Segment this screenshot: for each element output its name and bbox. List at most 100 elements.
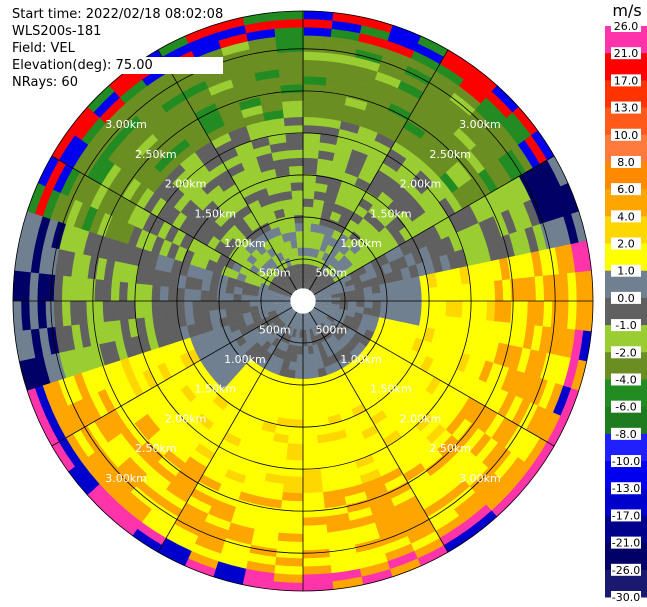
velocity-gate [104,215,121,240]
velocity-gate [302,508,326,518]
velocity-gate [237,491,262,506]
velocity-gate [545,189,564,220]
velocity-gate [165,98,192,120]
velocity-gate [342,104,366,119]
velocity-gate [303,43,331,54]
velocity-gate [172,169,192,189]
velocity-gate [267,354,278,365]
velocity-gate [451,392,470,415]
velocity-gate [341,207,355,220]
velocity-gate [286,343,294,354]
velocity-gate [293,255,300,265]
velocity-gate [288,310,296,319]
velocity-gate [129,485,157,510]
velocity-gate [392,391,410,408]
velocity-gate [290,410,303,420]
velocity-gate [184,312,195,326]
velocity-gate [160,270,172,287]
velocity-gate [281,393,294,404]
velocity-gate [285,451,303,461]
velocity-gate [260,421,277,434]
velocity-gate [235,177,252,192]
velocity-gate [539,412,561,443]
velocity-gate [114,144,137,169]
velocity-gate [266,344,277,355]
velocity-gate [247,389,262,403]
velocity-gate [26,356,43,389]
velocity-gate [281,359,291,370]
velocity-gate [302,313,306,323]
velocity-gate [104,362,121,386]
velocity-gate [458,121,483,146]
velocity-gate [286,223,296,233]
velocity-gate [486,91,514,119]
velocity-gate [321,480,344,493]
velocity-gate [291,328,297,338]
velocity-gate [189,134,212,153]
velocity-gate [338,255,350,266]
velocity-gate [384,110,408,128]
velocity-gate [362,190,379,206]
velocity-gate [305,312,310,322]
velocity-gate [362,110,386,126]
velocity-gate [299,321,303,331]
velocity-gate [347,295,357,302]
velocity-gate [436,145,459,168]
velocity-gate [390,24,423,44]
velocity-gate [391,215,407,232]
velocity-gate [246,120,268,134]
velocity-gate [518,277,529,302]
velocity-gate [384,339,397,353]
velocity-gate [146,508,175,532]
velocity-gate [342,483,365,498]
velocity-gate [336,265,347,275]
velocity-gate [165,482,191,503]
velocity-gate [129,182,148,205]
velocity-gate [65,198,84,227]
velocity-gate [476,196,494,221]
velocity-gate [354,410,371,425]
velocity-gate [208,423,228,440]
velocity-gate [303,173,317,184]
velocity-gate [201,178,220,195]
velocity-gate [194,345,208,361]
velocity-gate [320,309,330,316]
velocity-gate [225,308,235,318]
velocity-gate [281,314,290,323]
velocity-gate [130,92,158,116]
velocity-gate [143,388,161,410]
velocity-gate [213,360,227,376]
velocity-gate [405,237,420,254]
velocity-gate [558,301,569,330]
velocity-gate [230,72,258,88]
velocity-gate [288,274,295,284]
velocity-gate [341,416,359,430]
velocity-gate [320,208,333,220]
velocity-gate [213,347,227,362]
velocity-gate [387,32,419,52]
velocity-gate [191,40,222,59]
velocity-gate [474,473,501,500]
velocity-gate [220,476,244,492]
velocity-gate [361,476,385,492]
range-label: 2.00km [400,178,442,191]
velocity-gate [199,355,214,371]
velocity-gate [292,198,304,208]
velocity-gate [266,306,276,313]
velocity-gate [270,278,280,287]
velocity-gate [412,301,422,314]
velocity-gate [321,331,330,341]
velocity-gate [228,190,245,205]
velocity-gate [203,429,224,447]
velocity-gate [221,245,234,258]
velocity-gate [307,272,313,282]
velocity-gate [323,93,348,106]
velocity-gate [526,301,537,327]
range-label: 1.00km [340,237,382,250]
velocity-gate [286,443,303,453]
velocity-gate [313,275,321,285]
velocity-gate [346,219,359,232]
velocity-gate [34,355,51,386]
velocity-gate [234,410,252,425]
velocity-gate [147,171,167,193]
